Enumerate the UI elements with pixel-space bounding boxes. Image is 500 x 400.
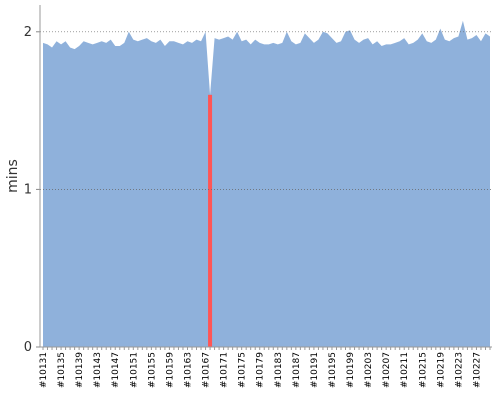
- x-tick-label: #10155: [147, 352, 157, 388]
- y-tick-label: 0: [24, 340, 32, 355]
- x-tick-label: #10171: [220, 352, 230, 388]
- x-tick-label: #10203: [364, 352, 374, 388]
- x-tick-label: #10219: [436, 352, 446, 388]
- failed-build: [208, 94, 213, 347]
- area: [43, 20, 490, 347]
- x-tick-label: #10191: [310, 352, 320, 388]
- x-tick-label: #10159: [165, 352, 175, 388]
- x-tick-label: #10223: [454, 352, 464, 388]
- x-tick-label: #10183: [274, 352, 284, 388]
- x-tick-label: #10195: [328, 352, 338, 388]
- x-tick-label: #10139: [75, 352, 85, 388]
- x-tick-label: #10167: [202, 352, 212, 388]
- x-tick-label: #10179: [256, 352, 266, 388]
- x-tick-label: #10207: [382, 352, 392, 388]
- y-tick-label: 2: [24, 25, 32, 40]
- x-tick-label: #10175: [238, 352, 248, 388]
- x-tick-label: #10135: [57, 352, 67, 388]
- x-tick-label: #10227: [472, 352, 482, 388]
- x-tick-label: #10199: [346, 352, 356, 388]
- x-tick-label: #10143: [93, 352, 103, 388]
- x-tick-label: #10163: [183, 352, 193, 388]
- y-axis-label: mins: [5, 159, 21, 193]
- x-tick-label: #10187: [292, 352, 302, 388]
- x-tick-label: #10147: [111, 352, 121, 388]
- x-tick-label: #10215: [418, 352, 428, 388]
- y-tick-label: 1: [24, 182, 32, 197]
- x-tick-label: #10131: [39, 352, 49, 388]
- x-tick-label: #10151: [129, 352, 139, 388]
- x-tick-label: #10211: [400, 352, 410, 388]
